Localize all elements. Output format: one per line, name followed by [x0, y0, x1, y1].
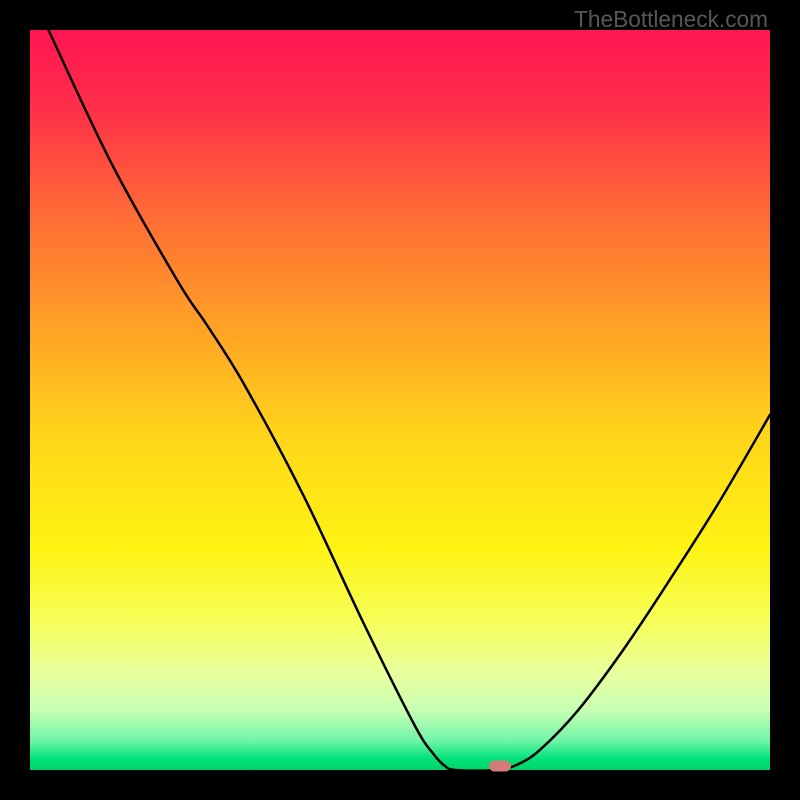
bottleneck-curve — [49, 30, 771, 770]
watermark-text: TheBottleneck.com — [574, 6, 768, 33]
plot-area — [30, 30, 770, 770]
curve-layer — [30, 30, 770, 770]
bottleneck-chart: TheBottleneck.com — [0, 0, 800, 800]
optimal-marker — [489, 761, 511, 772]
